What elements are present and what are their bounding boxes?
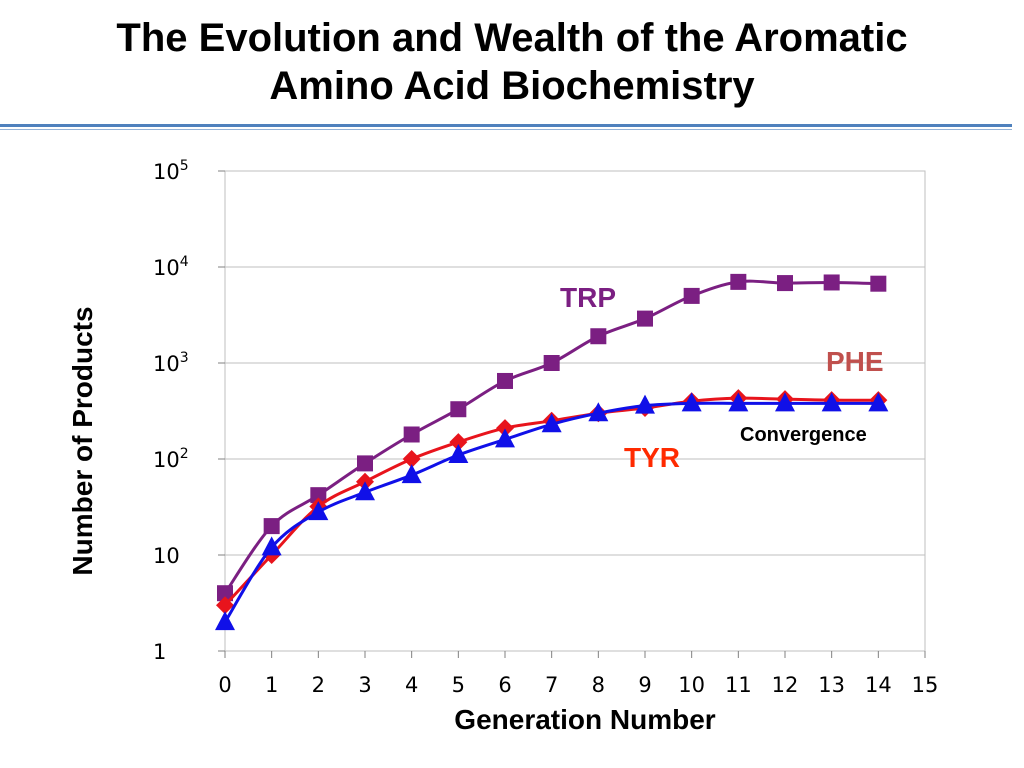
data-point-phe [402,450,421,468]
x-tick-label: 4 [405,673,418,697]
data-point-trp [590,328,607,345]
data-point-tyr [635,394,655,414]
x-tick-label: 8 [592,673,605,697]
x-tick-label: 11 [725,673,752,697]
series-layer [215,273,889,631]
x-tick-label: 13 [818,673,845,697]
x-tick-label: 9 [638,673,651,697]
x-tick-label: 0 [218,673,231,697]
x-tick-label: 3 [358,673,371,697]
series-label-phe: PHE [826,346,884,377]
x-tick-label: 2 [312,673,325,697]
data-point-tyr [541,413,562,433]
data-point-trp [450,401,467,418]
x-tick-label: 6 [498,673,511,697]
series-trp [217,273,887,602]
labels-layer: TRP PHE TYR Convergence [560,282,884,473]
data-point-trp [403,426,420,443]
data-point-trp [730,273,747,290]
data-point-phe [449,433,468,452]
y-tick-label: 104 [153,254,189,280]
data-point-tyr [401,464,422,484]
series-tyr [215,392,889,631]
y-tick-label: 105 [153,158,189,184]
data-point-tyr [681,392,702,412]
data-point-tyr [821,392,842,412]
y-axis-title: Number of Products [67,306,98,575]
data-point-trp [823,274,840,291]
data-point-trp [870,275,887,292]
data-point-trp [497,372,513,389]
data-point-tyr [448,444,469,464]
y-axis: 1 10 102 103 104 105 [153,158,225,664]
data-point-trp [263,518,280,535]
data-point-tyr [728,392,749,412]
data-point-trp [777,275,793,292]
data-point-trp [683,287,700,304]
data-point-tyr [868,392,889,412]
data-point-phe [496,419,514,438]
title-divider [0,124,1012,127]
plot-area [224,170,926,652]
slide-title-line-2: Amino Acid Biochemistry [269,64,755,108]
x-tick-label: 12 [772,673,799,697]
y-tick-label: 1 [153,640,166,664]
data-point-tyr [355,481,375,501]
y-tick-label: 103 [153,350,189,376]
data-point-tyr [215,611,235,631]
x-tick-label: 1 [265,673,278,697]
data-point-tyr [261,536,282,556]
series-label-tyr: TYR [624,442,680,473]
title-divider-thin [0,129,1012,130]
y-tick-label: 10 [153,544,180,568]
gridlines [225,170,925,652]
slide-title-line-1: The Evolution and Wealth of the Aromatic [116,16,908,60]
data-point-trp [637,310,653,327]
x-tick-label: 15 [912,673,939,697]
series-label-trp: TRP [560,282,616,313]
data-point-trp [543,355,560,371]
x-axis-title: Generation Number [454,704,715,735]
x-tick-label: 10 [678,673,705,697]
data-point-trp [217,585,233,602]
data-point-tyr [308,501,329,521]
annotation-convergence: Convergence [740,424,867,446]
x-tick-label: 7 [545,673,558,697]
data-point-phe [216,596,234,615]
x-axis: 0 1 2 3 4 5 6 7 8 9 10 11 12 13 14 15 [218,651,938,697]
slide-title: The Evolution and Wealth of the Aromatic… [0,14,1024,110]
x-tick-label: 14 [865,673,892,697]
data-point-tyr [588,402,609,422]
x-tick-label: 5 [452,673,465,697]
y-tick-label: 102 [153,446,189,472]
data-point-tyr [495,428,515,448]
data-point-tyr [775,392,795,412]
data-point-trp [357,455,373,472]
data-point-trp [310,487,327,504]
